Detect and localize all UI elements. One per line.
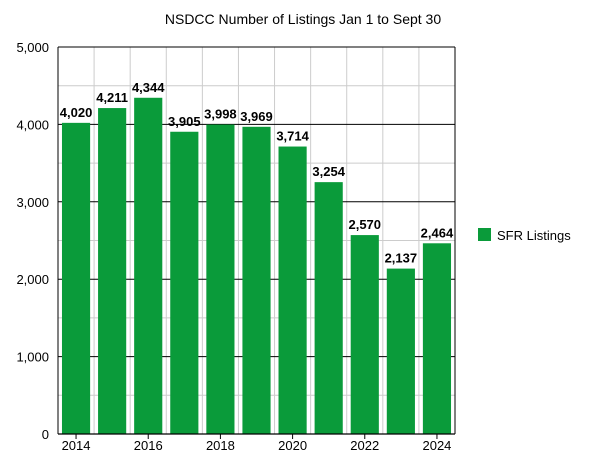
x-tick-label: 2016 (134, 438, 163, 453)
axes: 0 1,000 2,000 3,000 4,000 5,000 2014 2016 2018 20… (16, 40, 456, 453)
bar (98, 108, 127, 434)
y-tick-label: 0 (42, 427, 49, 442)
x-tick-label: 2014 (62, 438, 91, 453)
bar (422, 243, 452, 434)
bar (350, 235, 379, 434)
data-label: 2,570 (348, 217, 381, 232)
bar (206, 124, 235, 434)
y-tick-label: 2,000 (16, 272, 49, 287)
y-tick-label: 4,000 (16, 117, 49, 132)
x-tick-label: 2020 (278, 438, 307, 453)
bar (242, 126, 271, 434)
data-label: 3,905 (168, 114, 201, 129)
chart-title: NSDCC Number of Listings Jan 1 to Sept 3… (165, 11, 441, 27)
bar (386, 268, 415, 434)
x-tick-label: 2018 (206, 438, 235, 453)
data-label: 3,969 (240, 109, 273, 124)
bar (278, 146, 307, 434)
data-label: 3,254 (312, 164, 345, 179)
data-label: 3,998 (204, 107, 237, 122)
legend-label: SFR Listings (497, 228, 571, 243)
x-tick-label: 2024 (422, 438, 451, 453)
bar (170, 131, 199, 435)
x-tick-label: 2022 (350, 438, 379, 453)
data-label: 3,714 (276, 129, 309, 144)
data-label: 4,020 (60, 105, 93, 120)
y-tick-label: 1,000 (16, 350, 49, 365)
bar (61, 122, 91, 435)
legend: SFR Listings (478, 228, 571, 243)
bar (134, 97, 163, 434)
y-tick-label: 3,000 (16, 195, 49, 210)
data-label: 4,344 (132, 80, 165, 95)
bars (61, 97, 452, 435)
bar (314, 182, 343, 434)
data-label: 4,211 (96, 90, 128, 105)
legend-swatch (478, 228, 491, 241)
data-label: 2,464 (421, 225, 454, 240)
data-label: 2,137 (385, 251, 418, 266)
y-tick-label: 5,000 (16, 40, 49, 55)
